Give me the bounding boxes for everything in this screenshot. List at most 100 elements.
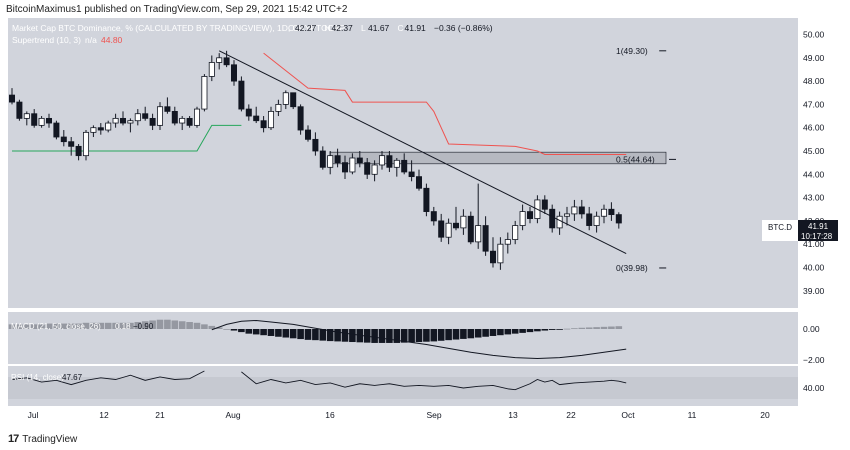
candle-body	[208, 62, 215, 77]
candle-body	[253, 115, 260, 122]
candle-body	[371, 164, 378, 175]
candle-body	[245, 108, 252, 117]
candle-body	[105, 122, 112, 131]
ohlc-value-2: 41.67	[368, 23, 390, 33]
y-tick-4: 46.00	[803, 123, 825, 133]
macd-hist-bar	[556, 329, 563, 330]
candle-body	[541, 199, 548, 210]
y-tick-2: 48.00	[803, 76, 825, 86]
macd-hist-bar	[252, 329, 260, 335]
candle-body	[120, 117, 127, 124]
macd-hist-bar	[541, 329, 549, 331]
rsi-band	[8, 377, 798, 399]
candle-body	[512, 225, 519, 240]
macd-y-tick-0: 0.00	[803, 324, 820, 334]
supertrend-up-line	[12, 124, 242, 152]
candle-body	[282, 92, 289, 105]
macd-label: MACD (21, 50, close, 26)	[11, 322, 101, 331]
macd-hist-bar	[326, 329, 334, 342]
supertrend-na: n/a	[85, 35, 97, 45]
macd-hist-bar	[45, 323, 53, 329]
macd-hist-bar	[608, 326, 615, 329]
candle-body	[608, 208, 615, 216]
candle-body	[312, 138, 319, 152]
macd-hist-bar	[489, 329, 497, 336]
x-tick-9: 11	[688, 410, 697, 420]
ohlc-label-2: L	[361, 23, 366, 33]
candle-body	[423, 187, 430, 212]
candle-body	[586, 213, 593, 226]
macd-hist-bar	[134, 322, 142, 329]
price-tag-symbol: BTC.D	[768, 223, 792, 232]
candle-body	[349, 157, 356, 173]
candle-body	[260, 120, 267, 129]
candle-body	[97, 127, 104, 131]
ohlc-value-0: 42.27	[295, 23, 317, 33]
macd-hist-bar	[393, 329, 401, 343]
candle-body	[615, 214, 622, 224]
candle-body	[179, 117, 186, 124]
candle-body	[408, 171, 415, 178]
macd-hist-bar	[437, 329, 445, 341]
macd-hist-bar	[149, 320, 156, 329]
candle-body	[238, 80, 245, 110]
y-tick-1: 49.00	[803, 53, 825, 63]
macd-hist-bar	[415, 329, 423, 343]
macd-hist-bar	[201, 324, 208, 329]
candle-body	[393, 159, 400, 168]
candle-body	[571, 206, 578, 215]
macd-hist-bar	[23, 324, 31, 329]
fib-label-2: 0(39.98)	[616, 263, 648, 273]
macd-hist-bar	[104, 322, 112, 329]
macd-hist-bar	[378, 329, 386, 343]
macd-hist-bar	[460, 329, 467, 339]
candle-body	[23, 113, 30, 119]
candle-body	[186, 117, 193, 126]
candle-body	[127, 120, 134, 124]
macd-hist-bar	[178, 321, 186, 329]
price-tag-price: 41.91	[808, 222, 829, 231]
candle-body	[275, 104, 282, 112]
candle-body	[16, 101, 23, 119]
macd-hist-bar	[260, 329, 267, 336]
candle-body	[527, 211, 534, 219]
footer-brand: TradingView	[22, 433, 78, 445]
candle-body	[31, 113, 38, 126]
macd-hist-bar	[482, 329, 489, 337]
candle-body	[297, 106, 304, 131]
x-tick-2: 21	[155, 410, 165, 420]
macd-hist-bar	[571, 328, 578, 330]
supertrend-down-line	[263, 52, 627, 155]
macd-hist-bar	[30, 324, 38, 329]
macd-hist-bar	[245, 329, 253, 334]
macd-hist-bar	[430, 329, 438, 342]
candle-body	[171, 110, 178, 124]
candle-body	[556, 215, 563, 229]
macd-hist-bar	[16, 324, 23, 329]
price-tag-countdown: 10:17:28	[801, 232, 833, 241]
candle-body	[156, 106, 163, 126]
candle-body	[601, 208, 608, 217]
macd-hist-bar	[504, 329, 512, 335]
macd-hist-bar	[67, 323, 75, 329]
x-tick-6: 13	[508, 410, 518, 420]
candle-body	[230, 64, 237, 82]
rsi-line-0	[11, 370, 205, 386]
y-tick-11: 39.00	[803, 286, 825, 296]
macd-hist-bar	[563, 328, 571, 330]
candle-body	[216, 57, 223, 63]
macd-hist-bar	[452, 329, 460, 340]
macd-hist-bar	[386, 329, 393, 343]
x-tick-4: 16	[325, 410, 335, 420]
candle-body	[415, 176, 422, 189]
candle-body	[489, 250, 496, 264]
candle-body	[564, 213, 571, 217]
candle-body	[356, 157, 363, 164]
macd-hist-bar	[585, 327, 593, 329]
macd-hist-bar	[423, 329, 430, 342]
candle-body	[549, 208, 556, 229]
macd-hist-bar	[238, 329, 245, 333]
y-tick-3: 47.00	[803, 99, 825, 109]
macd-hist-bar	[578, 327, 586, 329]
